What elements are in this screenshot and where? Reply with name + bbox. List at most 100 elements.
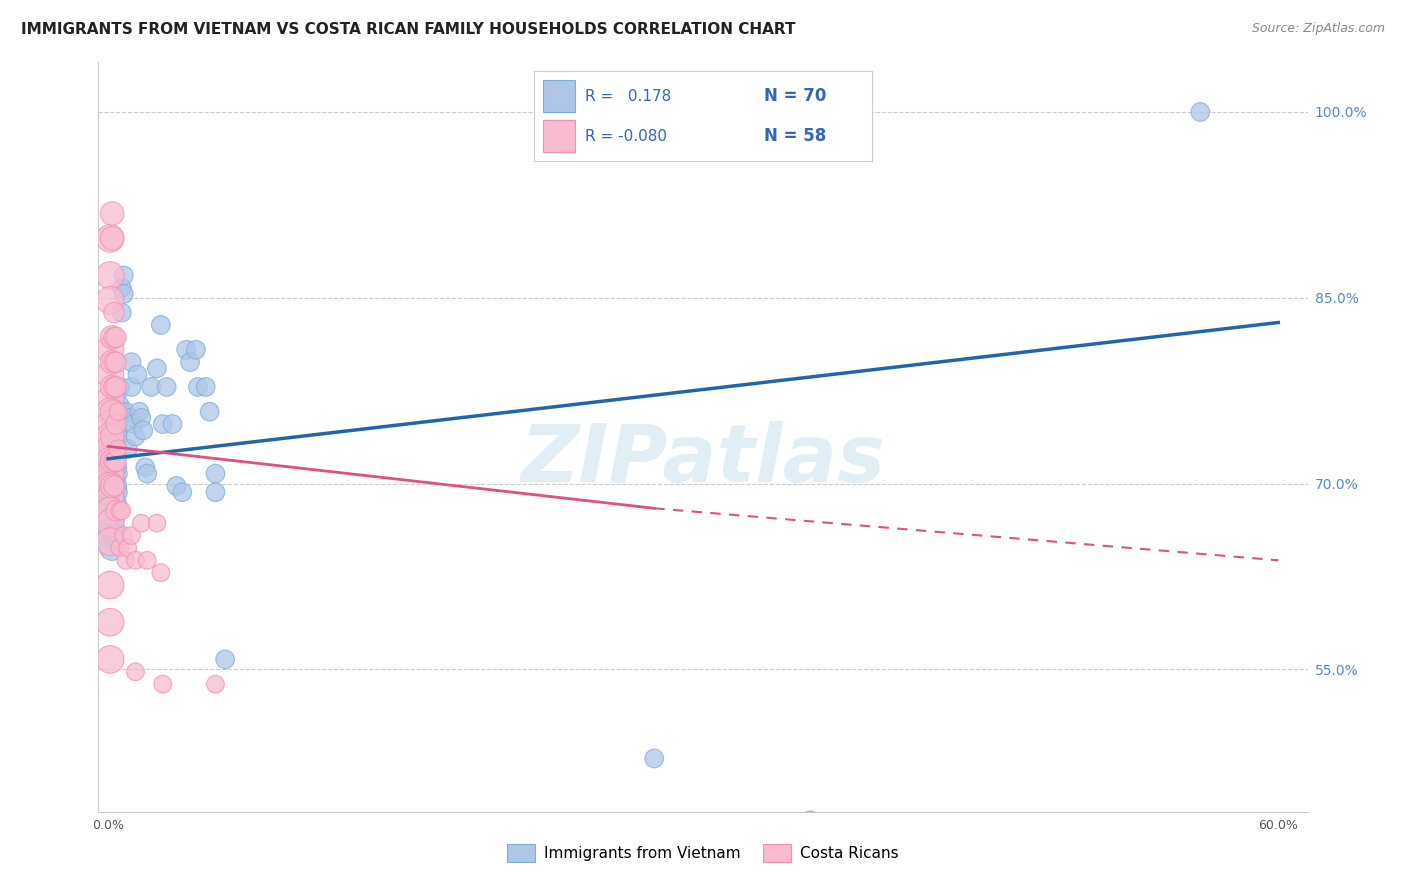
- Point: [136, 553, 159, 567]
- Point: [121, 528, 143, 542]
- Point: [194, 380, 217, 394]
- FancyBboxPatch shape: [543, 80, 575, 112]
- Point: [112, 528, 135, 542]
- Point: [104, 460, 127, 475]
- Point: [124, 429, 146, 443]
- Point: [98, 417, 121, 431]
- Text: IMMIGRANTS FROM VIETNAM VS COSTA RICAN FAMILY HOUSEHOLDS CORRELATION CHART: IMMIGRANTS FROM VIETNAM VS COSTA RICAN F…: [21, 22, 796, 37]
- Point: [204, 485, 226, 500]
- Point: [107, 442, 129, 456]
- Point: [104, 442, 127, 456]
- Point: [104, 425, 127, 439]
- Point: [98, 483, 121, 497]
- Point: [214, 652, 236, 666]
- Point: [104, 504, 127, 518]
- Point: [101, 541, 124, 555]
- Point: [104, 405, 127, 419]
- Point: [104, 479, 127, 493]
- Point: [104, 454, 127, 468]
- Point: [98, 392, 121, 407]
- Point: [112, 287, 135, 301]
- Point: [174, 343, 197, 357]
- Point: [101, 454, 124, 468]
- Point: [98, 368, 121, 382]
- Point: [101, 405, 124, 419]
- Point: [101, 355, 124, 369]
- Point: [799, 814, 821, 828]
- Point: [104, 355, 127, 369]
- Point: [204, 467, 226, 481]
- FancyBboxPatch shape: [543, 120, 575, 152]
- Point: [134, 460, 156, 475]
- Point: [132, 423, 155, 437]
- Point: [111, 281, 134, 295]
- Point: [114, 405, 136, 419]
- Point: [139, 380, 162, 394]
- Text: R =   0.178: R = 0.178: [585, 89, 671, 103]
- Point: [98, 405, 121, 419]
- Point: [98, 516, 121, 530]
- Point: [107, 485, 129, 500]
- Point: [111, 305, 134, 319]
- Point: [1189, 105, 1212, 120]
- Point: [117, 541, 139, 555]
- Point: [103, 479, 125, 493]
- Point: [103, 380, 125, 394]
- Point: [117, 442, 139, 456]
- Point: [101, 459, 124, 474]
- Text: Source: ZipAtlas.com: Source: ZipAtlas.com: [1251, 22, 1385, 36]
- Point: [643, 751, 665, 765]
- Point: [103, 454, 125, 468]
- Point: [108, 541, 131, 555]
- Point: [103, 405, 125, 419]
- Point: [118, 410, 141, 425]
- Text: R = -0.080: R = -0.080: [585, 129, 666, 144]
- Point: [107, 410, 129, 425]
- Point: [98, 652, 121, 666]
- Point: [98, 578, 121, 592]
- Point: [98, 464, 121, 478]
- Point: [103, 355, 125, 369]
- Point: [127, 368, 149, 382]
- Point: [104, 386, 127, 401]
- Point: [107, 429, 129, 443]
- Point: [108, 504, 131, 518]
- Point: [179, 355, 201, 369]
- Point: [101, 442, 124, 456]
- Text: ZIPatlas: ZIPatlas: [520, 420, 886, 499]
- Point: [103, 305, 125, 319]
- Point: [114, 553, 136, 567]
- Point: [146, 361, 169, 376]
- Point: [104, 330, 127, 344]
- Point: [101, 206, 124, 220]
- Point: [103, 454, 125, 468]
- Point: [98, 534, 121, 549]
- Point: [204, 677, 226, 691]
- Point: [107, 448, 129, 462]
- Point: [165, 479, 187, 493]
- Point: [187, 380, 209, 394]
- Point: [122, 417, 145, 431]
- Point: [131, 516, 153, 530]
- Point: [101, 380, 124, 394]
- Point: [98, 454, 121, 468]
- Point: [162, 417, 184, 431]
- Point: [98, 615, 121, 630]
- Point: [98, 504, 121, 518]
- Point: [131, 410, 153, 425]
- Point: [107, 467, 129, 481]
- Point: [184, 343, 207, 357]
- Point: [112, 268, 135, 283]
- Point: [152, 417, 174, 431]
- Point: [103, 510, 125, 524]
- Point: [103, 491, 125, 506]
- Point: [101, 491, 124, 506]
- Point: [198, 405, 221, 419]
- Point: [98, 268, 121, 283]
- Point: [101, 522, 124, 536]
- Point: [152, 677, 174, 691]
- Point: [98, 526, 121, 541]
- Point: [104, 498, 127, 512]
- Point: [108, 380, 131, 394]
- Point: [107, 405, 129, 419]
